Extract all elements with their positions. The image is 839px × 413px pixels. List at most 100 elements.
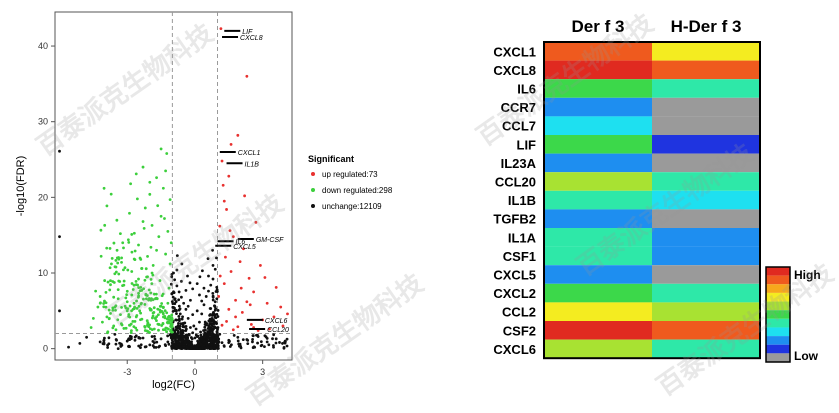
point-up [218,274,222,278]
point-up [221,183,225,187]
point-unchange [103,336,106,340]
point-up [236,325,240,329]
point-unchange [198,347,202,350]
scale-low-label: Low [794,349,819,363]
point-unchange [173,333,177,337]
point-unchange [173,297,177,301]
scale-swatch [766,275,790,285]
point-unchange [154,345,158,349]
point-down [151,298,155,302]
point-down [104,291,108,294]
point-unchange [211,329,214,333]
point-unchange [139,343,143,347]
point-unchange [175,335,179,339]
point-unchange [213,343,216,347]
point-down [155,248,158,252]
point-unchange [159,337,163,341]
point-unchange [215,313,219,316]
point-unchange [102,341,106,345]
annotation-label: CXCL6 [265,318,288,325]
point-unchange [236,335,240,339]
point-unchange [180,340,184,343]
point-down [114,328,118,332]
point-up [219,27,223,31]
point-unchange [78,341,82,345]
point-unchange [211,277,215,281]
point-down [130,270,134,273]
point-unchange [187,339,191,343]
point-unchange [211,295,215,299]
point-down [164,169,168,173]
point-down [165,311,169,315]
point-unchange [189,336,193,339]
point-down [138,256,142,260]
point-down [109,283,112,287]
point-unchange [179,329,183,333]
annotation-label: LIF [242,29,253,36]
heatmap-cell [652,339,760,359]
point-up [227,174,231,178]
point-unchange [175,318,179,322]
point-down [165,321,169,324]
point-down [134,172,138,176]
point-unchange [184,307,188,311]
heatmap-cell [544,246,652,266]
y-axis-label: -log10(FDR) [15,156,27,217]
point-down [166,301,170,305]
point-down [142,297,145,301]
point-unchange [151,340,155,343]
point-down [149,277,153,281]
point-up [238,260,242,264]
point-unchange [213,308,217,312]
point-unchange [176,343,180,346]
point-unchange [166,334,170,338]
point-down [112,295,116,299]
point-unchange [115,338,118,342]
point-unchange [265,340,269,344]
heatmap-cell [544,79,652,98]
point-down [114,258,118,262]
point-unchange [210,335,214,338]
point-unchange [195,343,199,347]
point-down [120,256,123,260]
point-unchange [199,342,203,346]
scale-swatch [766,318,790,328]
point-unchange [208,342,211,346]
point-down [165,152,169,155]
point-down [126,268,130,272]
point-unchange [128,338,132,342]
point-unchange [58,149,61,153]
point-up [228,229,232,233]
point-unchange [215,330,219,334]
point-down [143,303,147,306]
legend-marker [311,188,315,192]
point-unchange [178,346,182,349]
heatmap-cell [544,339,652,359]
point-unchange [202,344,206,347]
point-down [122,327,126,330]
point-down [159,214,163,218]
point-down [138,309,142,313]
heatmap-cell [652,116,760,135]
point-up [265,301,269,305]
point-down [99,228,103,232]
point-down [150,223,154,227]
point-unchange [208,313,212,316]
point-unchange [199,330,202,334]
heatmap-cell [652,97,760,117]
point-down [117,272,121,276]
point-down [120,305,123,309]
point-unchange [241,338,245,342]
point-down [130,233,134,236]
heatmap-cell [652,190,760,210]
point-down [111,326,115,330]
scale-swatch [766,353,790,362]
point-down [125,289,129,293]
scale-swatch [766,284,790,293]
point-down [103,279,107,282]
point-unchange [171,302,175,306]
point-unchange [113,332,117,336]
point-down [104,305,108,309]
point-down [140,301,143,305]
point-down [163,309,167,313]
